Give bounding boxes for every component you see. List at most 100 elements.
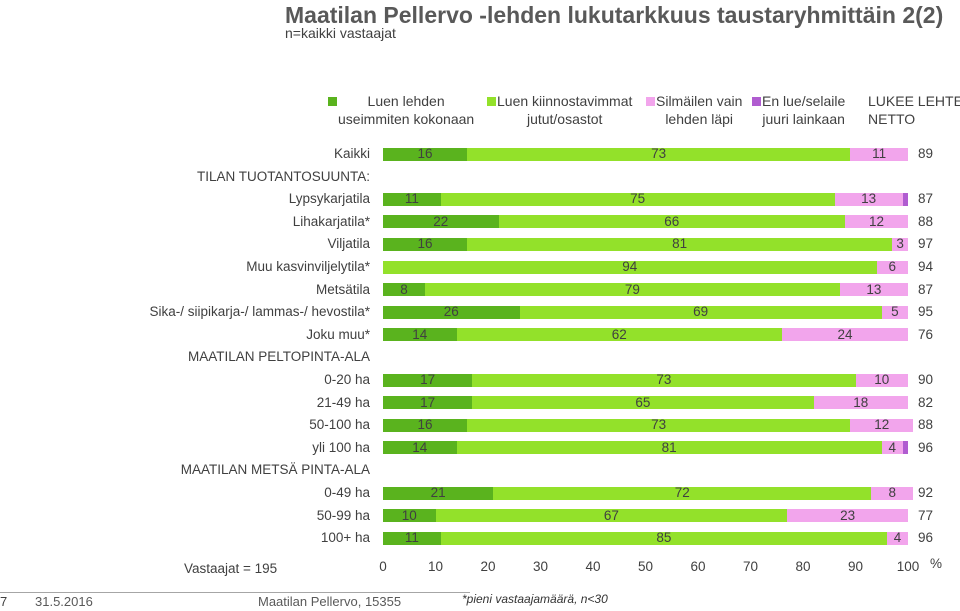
x-axis-tick-label: 80	[795, 559, 811, 574]
x-axis-tick-label: 90	[847, 559, 864, 574]
data-label: 11	[404, 191, 419, 207]
data-label: 94	[622, 259, 638, 274]
x-axis-tick-label: 0	[379, 559, 387, 574]
netto-value: 87	[918, 281, 934, 297]
legend-label-line1: En lue/selaile	[762, 93, 846, 109]
legend-item-not-read: En lue/selaile juuri lainkaan	[752, 92, 845, 128]
x-axis-unit: %	[930, 556, 943, 571]
x-axis-tick-label: 100	[896, 559, 920, 574]
page-subtitle: n=kaikki vastaajat	[285, 25, 396, 41]
x-axis-tick-label: 60	[690, 559, 706, 574]
row-label: 0-49 ha	[324, 485, 370, 500]
data-label: 11	[872, 146, 887, 161]
seg-skim	[876, 260, 908, 274]
seg-skim	[892, 237, 908, 251]
legend-label-line2: useimmiten kokonaan	[338, 111, 475, 127]
data-label: 16	[417, 417, 433, 433]
data-label: 11	[404, 530, 419, 546]
netto-value: 96	[918, 530, 934, 546]
netto-header-line2: NETTO	[868, 111, 916, 127]
data-label: 65	[635, 394, 651, 410]
data-label: 23	[840, 507, 856, 523]
row-label: Lypsykarjatila	[288, 191, 370, 207]
data-label: 10	[874, 372, 890, 387]
netto-value: 92	[918, 485, 934, 500]
data-label: 62	[611, 326, 627, 342]
seg-not-read	[902, 192, 908, 206]
netto-value: 97	[918, 236, 934, 252]
seg-skim	[787, 509, 908, 523]
legend-label-line1: Luen kiinnostavimmat	[497, 93, 633, 109]
seg-read-interesting	[467, 237, 893, 251]
legend-item-read-fully: Luen lehden useimmiten kokonaan	[328, 92, 474, 128]
seg-skim	[881, 305, 908, 319]
seg-skim	[887, 531, 908, 545]
data-label: 4	[888, 439, 897, 455]
row-label: 50-100 ha	[309, 417, 370, 433]
legend-label-line1: Luen lehden	[367, 93, 445, 109]
seg-read-interesting	[472, 396, 814, 410]
legend-label-line2: juuri lainkaan	[762, 111, 845, 127]
seg-read-interesting	[456, 328, 782, 342]
row-label: Lihakarjatila*	[292, 213, 370, 229]
row-label: 100+ ha	[320, 530, 370, 546]
footer-date: 31.5.2016	[35, 594, 93, 609]
data-label: 22	[433, 213, 449, 229]
data-label: 67	[603, 507, 619, 523]
seg-skim	[845, 215, 908, 229]
netto-value: 96	[918, 439, 934, 455]
seg-skim	[871, 486, 914, 500]
legend-netto-header: LUKEE LEHTEÄ NETTO	[868, 92, 960, 128]
seg-skim	[855, 373, 908, 387]
footer-divider	[0, 592, 470, 593]
row-label: yli 100 ha	[312, 439, 370, 455]
data-label: 12	[868, 213, 885, 229]
page-title: Maatilan Pellervo -lehden lukutarkkuus t…	[285, 2, 944, 28]
seg-read-interesting	[440, 192, 835, 206]
seg-read-fully	[383, 328, 457, 342]
data-label: 66	[664, 213, 680, 229]
row-label: Kaikki	[333, 146, 370, 161]
netto-value: 95	[918, 304, 934, 320]
seg-read-interesting	[383, 260, 877, 274]
seg-read-interesting	[493, 486, 872, 500]
data-label: 13	[861, 191, 877, 207]
legend-label-line1: Silmäilen vain	[656, 93, 743, 109]
netto-value: 88	[918, 213, 934, 229]
seg-skim	[881, 441, 903, 455]
data-label: 85	[656, 530, 672, 546]
respondent-count: Vastaajat = 195	[184, 561, 278, 576]
row-group-heading: TILAN TUOTANTOSUUNTA:	[196, 168, 370, 184]
netto-value: 89	[918, 146, 934, 161]
seg-read-interesting	[519, 305, 882, 319]
seg-read-fully	[383, 373, 473, 387]
x-axis-tick-label: 70	[742, 559, 759, 574]
netto-value: 77	[918, 507, 934, 523]
seg-skim	[850, 418, 914, 432]
seg-read-fully	[383, 192, 441, 206]
data-label: 8	[888, 485, 897, 500]
seg-read-interesting	[467, 147, 851, 161]
row-label: 50-99 ha	[316, 507, 370, 523]
legend-item-read-interesting: Luen kiinnostavimmat jutut/osastot	[487, 92, 632, 128]
legend-item-skim: Silmäilen vain lehden läpi	[646, 92, 742, 128]
data-label: 16	[417, 146, 433, 161]
netto-value: 82	[918, 394, 934, 410]
seg-skim	[850, 147, 908, 161]
x-axis-tick-label: 10	[427, 559, 444, 574]
data-label: 4	[893, 530, 902, 546]
data-label: 8	[400, 281, 408, 297]
data-label: 16	[417, 236, 433, 252]
seg-read-fully	[383, 509, 436, 523]
data-label: 81	[661, 439, 677, 455]
x-axis-tick-label: 50	[637, 559, 654, 574]
footer-note: *pieni vastaajamäärä, n<30	[462, 592, 608, 606]
data-label: 26	[443, 304, 459, 320]
seg-read-fully	[383, 237, 467, 251]
data-label: 12	[874, 417, 890, 433]
data-label: 3	[896, 236, 904, 252]
legend-label-line2: lehden läpi	[665, 111, 734, 127]
data-label: 75	[630, 191, 646, 207]
legend-swatch	[752, 97, 761, 106]
x-axis-tick-label: 40	[585, 559, 601, 574]
